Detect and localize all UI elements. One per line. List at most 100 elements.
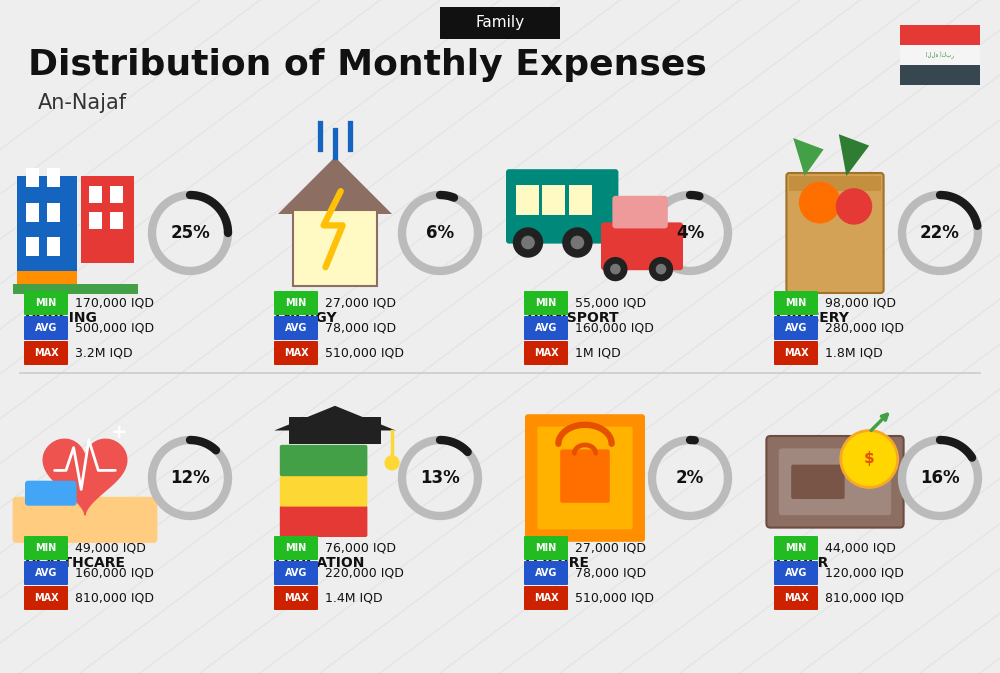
FancyBboxPatch shape [24, 291, 68, 315]
Text: 4%: 4% [676, 224, 704, 242]
Circle shape [656, 264, 666, 275]
FancyBboxPatch shape [524, 536, 568, 560]
Text: An-Najaf: An-Najaf [38, 93, 127, 113]
FancyBboxPatch shape [506, 169, 618, 244]
Text: MAX: MAX [534, 348, 558, 358]
Text: AVG: AVG [35, 568, 57, 578]
Text: 44,000 IQD: 44,000 IQD [825, 542, 896, 555]
Text: 22%: 22% [920, 224, 960, 242]
FancyBboxPatch shape [524, 561, 568, 585]
Circle shape [603, 257, 628, 281]
Text: 1.8M IQD: 1.8M IQD [825, 347, 883, 359]
Text: 810,000 IQD: 810,000 IQD [825, 592, 904, 604]
Text: 280,000 IQD: 280,000 IQD [825, 322, 904, 334]
FancyBboxPatch shape [274, 586, 318, 610]
FancyBboxPatch shape [274, 561, 318, 585]
FancyBboxPatch shape [791, 464, 845, 499]
Text: MAX: MAX [34, 348, 58, 358]
Text: Distribution of Monthly Expenses: Distribution of Monthly Expenses [28, 48, 707, 82]
FancyBboxPatch shape [525, 414, 645, 542]
Text: AVG: AVG [285, 323, 307, 333]
Text: 220,000 IQD: 220,000 IQD [325, 567, 404, 579]
FancyBboxPatch shape [774, 291, 818, 315]
Text: $: $ [864, 452, 875, 466]
Text: LEISURE: LEISURE [525, 556, 590, 570]
FancyBboxPatch shape [89, 212, 102, 229]
Circle shape [799, 182, 841, 223]
Text: 76,000 IQD: 76,000 IQD [325, 542, 396, 555]
Text: 1M IQD: 1M IQD [575, 347, 621, 359]
Text: 12%: 12% [170, 469, 210, 487]
Text: MIN: MIN [285, 298, 307, 308]
Text: 27,000 IQD: 27,000 IQD [575, 542, 646, 555]
FancyBboxPatch shape [569, 184, 592, 215]
FancyBboxPatch shape [612, 196, 668, 228]
Polygon shape [278, 157, 392, 214]
FancyBboxPatch shape [25, 481, 77, 505]
Polygon shape [793, 138, 824, 176]
Text: 55,000 IQD: 55,000 IQD [575, 297, 646, 310]
Text: Family: Family [475, 15, 525, 30]
Text: TRANSPORT: TRANSPORT [525, 311, 620, 325]
FancyBboxPatch shape [26, 237, 39, 256]
Text: 2%: 2% [676, 469, 704, 487]
FancyBboxPatch shape [17, 271, 77, 290]
Text: MAX: MAX [284, 593, 308, 603]
FancyBboxPatch shape [24, 341, 68, 365]
Text: 120,000 IQD: 120,000 IQD [825, 567, 904, 579]
FancyBboxPatch shape [774, 536, 818, 560]
FancyBboxPatch shape [280, 475, 367, 507]
Text: 78,000 IQD: 78,000 IQD [325, 322, 396, 334]
Circle shape [841, 431, 898, 487]
Text: 3.2M IQD: 3.2M IQD [75, 347, 133, 359]
FancyBboxPatch shape [766, 436, 904, 528]
Circle shape [513, 227, 543, 258]
Text: 170,000 IQD: 170,000 IQD [75, 297, 154, 310]
FancyBboxPatch shape [774, 586, 818, 610]
FancyBboxPatch shape [524, 316, 568, 340]
Text: 16%: 16% [920, 469, 960, 487]
FancyBboxPatch shape [900, 45, 980, 65]
Text: 98,000 IQD: 98,000 IQD [825, 297, 896, 310]
FancyBboxPatch shape [13, 497, 157, 543]
FancyBboxPatch shape [774, 316, 818, 340]
FancyBboxPatch shape [47, 168, 60, 187]
FancyBboxPatch shape [280, 445, 367, 476]
FancyBboxPatch shape [293, 210, 377, 286]
Text: الله أكبر: الله أكبر [926, 51, 954, 59]
Text: OTHER: OTHER [775, 556, 828, 570]
FancyBboxPatch shape [289, 417, 381, 444]
Text: 25%: 25% [170, 224, 210, 242]
Text: MAX: MAX [284, 348, 308, 358]
Text: 6%: 6% [426, 224, 454, 242]
Text: 510,000 IQD: 510,000 IQD [575, 592, 654, 604]
FancyBboxPatch shape [24, 586, 68, 610]
FancyBboxPatch shape [524, 341, 568, 365]
Circle shape [562, 227, 593, 258]
Text: 1.4M IQD: 1.4M IQD [325, 592, 383, 604]
Text: 160,000 IQD: 160,000 IQD [575, 322, 654, 334]
FancyBboxPatch shape [524, 586, 568, 610]
FancyBboxPatch shape [81, 176, 134, 263]
Polygon shape [274, 406, 396, 431]
Text: 78,000 IQD: 78,000 IQD [575, 567, 646, 579]
FancyBboxPatch shape [47, 237, 60, 256]
Text: HOUSING: HOUSING [25, 311, 98, 325]
Text: 500,000 IQD: 500,000 IQD [75, 322, 154, 334]
Text: MAX: MAX [534, 593, 558, 603]
Circle shape [521, 236, 535, 249]
FancyBboxPatch shape [274, 291, 318, 315]
FancyBboxPatch shape [89, 186, 102, 203]
FancyBboxPatch shape [786, 173, 884, 293]
Text: MIN: MIN [785, 298, 807, 308]
Text: MIN: MIN [35, 298, 57, 308]
Text: 13%: 13% [420, 469, 460, 487]
FancyBboxPatch shape [524, 291, 568, 315]
FancyBboxPatch shape [110, 212, 123, 229]
FancyBboxPatch shape [24, 561, 68, 585]
Text: AVG: AVG [785, 568, 807, 578]
Text: MIN: MIN [285, 543, 307, 553]
FancyBboxPatch shape [17, 176, 77, 290]
FancyBboxPatch shape [789, 176, 881, 191]
Circle shape [610, 264, 621, 275]
